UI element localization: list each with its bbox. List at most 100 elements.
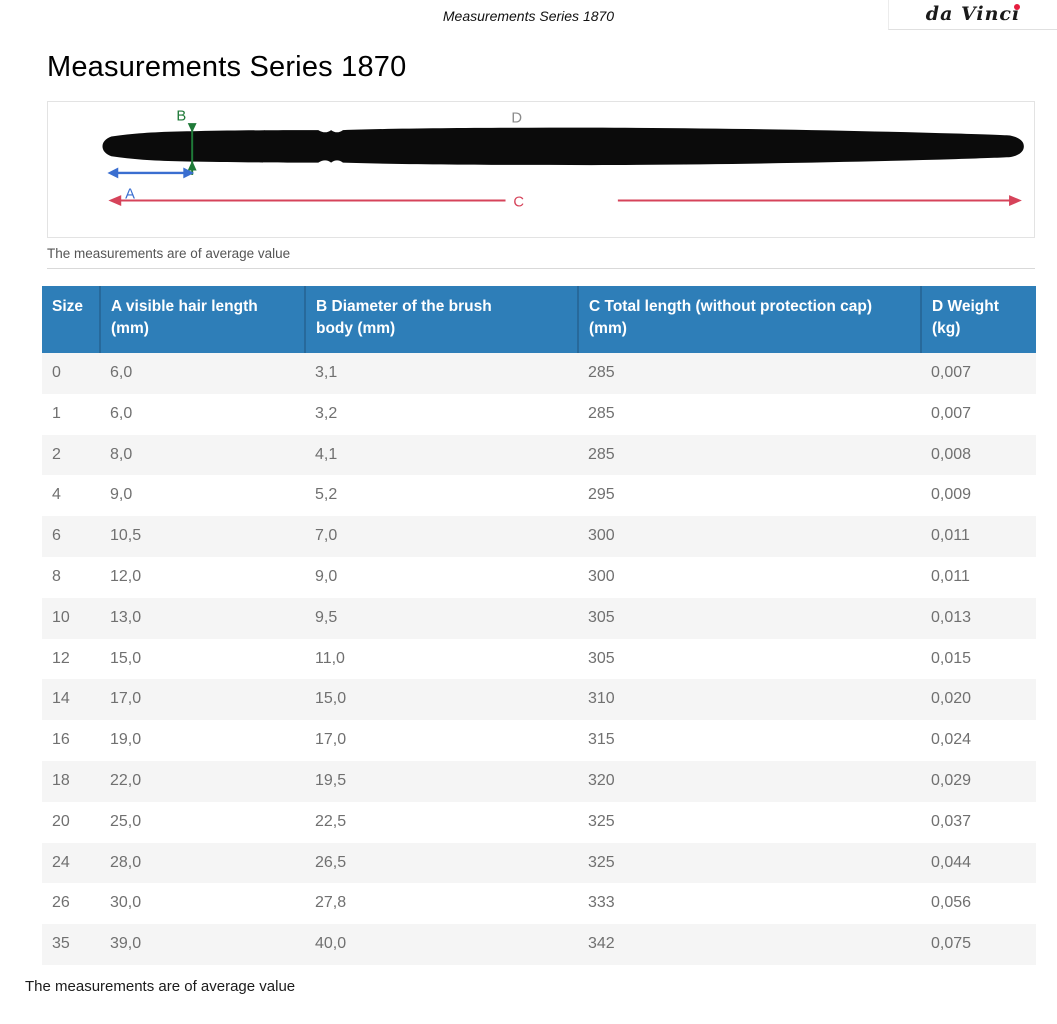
table-cell: 0,007 — [931, 404, 972, 422]
table-cell: 295 — [588, 486, 615, 504]
table-cell: 3,1 — [315, 364, 338, 381]
measure-c-arrow — [108, 195, 1022, 206]
table-cell: 9,0 — [315, 567, 338, 585]
table-cell: 7,0 — [315, 527, 338, 545]
column-header-hair-length: A visible hair length (mm) — [99, 286, 305, 353]
table-row: 35 39,0 40,0 342 0,075 — [42, 924, 1036, 965]
brush-measurement-diagram: B A C D — [47, 101, 1035, 238]
table-cell: 16 — [52, 731, 70, 749]
table-cell: 27,8 — [315, 894, 347, 912]
table-cell: 0 — [52, 364, 61, 381]
table-cell: 12,0 — [110, 567, 142, 585]
diagram-caption: The measurements are of average value — [47, 246, 291, 261]
column-header-weight: D Weight (kg) — [920, 286, 1036, 353]
davinci-logo[interactable]: da Vinci — [888, 0, 1057, 30]
table-header: Size A visible hair length (mm) B Diamet… — [42, 286, 1036, 353]
table-cell: 4 — [52, 486, 61, 504]
table-cell: 9,0 — [110, 486, 133, 504]
column-header-total-length: C Total length (without protection cap) … — [577, 286, 921, 353]
table-cell: 17,0 — [110, 690, 142, 708]
davinci-logo-text: da Vinci — [925, 2, 1021, 25]
table-cell: 333 — [588, 894, 615, 912]
table-cell: 315 — [588, 731, 615, 749]
table-cell: 285 — [588, 445, 615, 463]
table-cell: 0,011 — [931, 527, 970, 545]
table-cell: 305 — [588, 649, 615, 667]
table-cell: 35 — [52, 935, 70, 953]
table-cell: 0,075 — [931, 935, 972, 953]
table-row: 6 10,5 7,0 300 0,011 — [42, 516, 1036, 557]
table-cell: 18 — [52, 771, 70, 789]
table-cell: 285 — [588, 404, 615, 422]
main-content: Measurements Series 1870 B A — [0, 51, 1057, 965]
table-cell: 15,0 — [110, 649, 142, 667]
table-cell: 28,0 — [110, 853, 142, 871]
measure-c-label: C — [513, 194, 524, 210]
table-cell: 22,0 — [110, 771, 142, 789]
table-cell: 300 — [588, 527, 615, 545]
table-row: 10 13,0 9,5 305 0,013 — [42, 597, 1036, 639]
table-row: 8 12,0 9,0 300 0,011 — [42, 556, 1036, 598]
table-cell: 39,0 — [110, 935, 142, 953]
document-header-title: Measurements Series 1870 — [442, 8, 615, 24]
table-cell: 6,0 — [110, 404, 133, 422]
table-cell: 0,008 — [931, 445, 972, 463]
table-cell: 8,0 — [110, 445, 133, 463]
table-cell: 0,020 — [931, 690, 972, 708]
table-cell: 6,0 — [110, 364, 133, 381]
table-cell: 10 — [52, 608, 70, 626]
table-cell: 6 — [52, 527, 61, 545]
table-row: 24 28,0 26,5 325 0,044 — [42, 842, 1036, 884]
table-row: 0 6,0 3,1 285 0,007 — [42, 353, 1036, 394]
table-cell: 26,5 — [315, 853, 347, 871]
column-header-diameter: B Diameter of the brush body (mm) — [304, 286, 578, 353]
table-cell: 1 — [52, 404, 61, 422]
measure-b-arrow — [187, 123, 197, 175]
table-cell: 5,2 — [315, 486, 338, 504]
table-cell: 0,044 — [931, 853, 972, 871]
table-cell: 4,1 — [315, 445, 338, 463]
table-cell: 9,5 — [315, 608, 338, 626]
brush-silhouette — [102, 127, 1024, 166]
table-cell: 3,2 — [315, 404, 338, 422]
table-cell: 0,056 — [931, 894, 972, 912]
footer-note: The measurements are of average value — [25, 977, 296, 995]
table-row: 2 8,0 4,1 285 0,008 — [42, 434, 1036, 476]
table-row: 12 15,0 11,0 305 0,015 — [42, 638, 1036, 680]
measure-a-label: A — [125, 187, 135, 203]
table-cell: 19,5 — [315, 771, 347, 789]
table-cell: 320 — [588, 771, 615, 789]
table-header-row: Size A visible hair length (mm) B Diamet… — [42, 286, 1036, 353]
top-bar: Measurements Series 1870 da Vinci — [0, 0, 1057, 30]
table-row: 14 17,0 15,0 310 0,020 — [42, 679, 1036, 721]
table-cell: 22,5 — [315, 812, 347, 830]
table-cell: 15,0 — [315, 690, 347, 708]
table-cell: 0,009 — [931, 486, 972, 504]
table-row: 4 9,0 5,2 295 0,009 — [42, 475, 1036, 517]
measure-b-label: B — [176, 109, 186, 125]
measurements-table: Size A visible hair length (mm) B Diamet… — [42, 286, 1036, 965]
table-cell: 0,011 — [931, 567, 970, 585]
page-title: Measurements Series 1870 — [47, 51, 407, 83]
table-cell: 0,037 — [931, 812, 972, 830]
table-cell: 12 — [52, 649, 70, 667]
table-row: 16 19,0 17,0 315 0,024 — [42, 720, 1036, 761]
table-body: 0 6,0 3,1 285 0,007 1 6,0 3,2 285 0,007 2 8,0 4,1 285… — [42, 353, 1036, 965]
table-cell: 8 — [52, 567, 61, 585]
measure-a-arrow — [107, 167, 195, 179]
table-cell: 325 — [588, 812, 615, 830]
table-cell: 20 — [52, 812, 70, 830]
table-cell: 285 — [588, 364, 615, 381]
table-cell: 2 — [52, 445, 61, 463]
logo-red-dot-icon — [1014, 4, 1020, 10]
table-row: 20 25,0 22,5 325 0,037 — [42, 801, 1036, 843]
table-row: 26 30,0 27,8 333 0,056 — [42, 883, 1036, 925]
table-row: 1 6,0 3,2 285 0,007 — [42, 393, 1036, 435]
table-cell: 25,0 — [110, 812, 142, 830]
section-divider — [47, 268, 1035, 269]
table-cell: 342 — [588, 935, 615, 953]
table-cell: 30,0 — [110, 894, 142, 912]
column-header-size: Size — [42, 286, 100, 353]
table-cell: 14 — [52, 690, 70, 708]
brush-diagram-svg: B A C D — [102, 109, 1024, 210]
